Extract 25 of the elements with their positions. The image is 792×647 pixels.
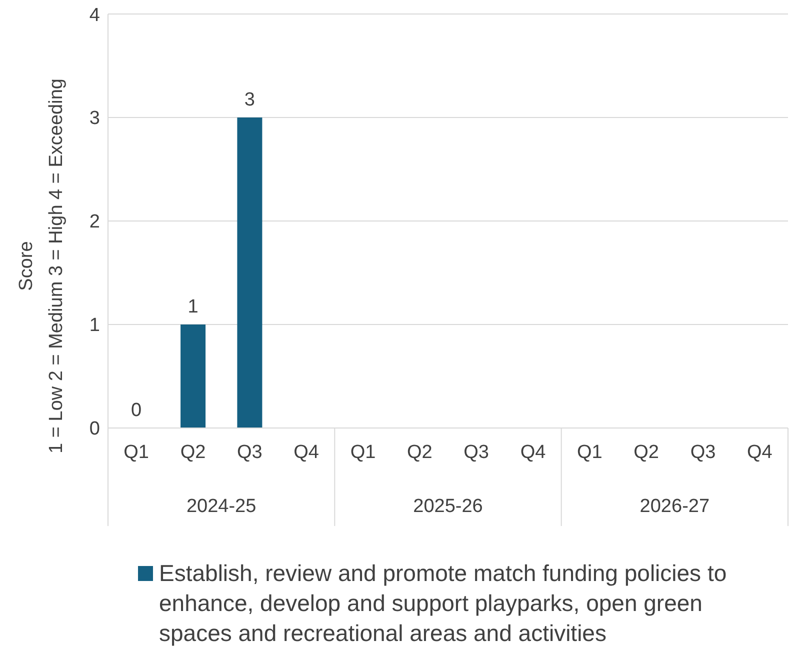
- x-tick-label: Q2: [406, 442, 432, 463]
- x-tick-label: Q3: [236, 442, 262, 463]
- text: 2024-25: [186, 496, 256, 517]
- data-label: 1: [188, 296, 198, 318]
- data-label: 0: [131, 400, 142, 421]
- legend-label: Establish, review and promote match funding policies to enhance, develop and support playparks, open green spaces and recreational areas and activities: [159, 559, 728, 647]
- y-tick-label: 1: [89, 315, 100, 336]
- y-axis-title: Score 1 = Low 2 = Medium 3 = High 4 = Exceeding: [16, 78, 67, 454]
- x-tick-label: Q3: [464, 442, 490, 463]
- x-tick-label: Q4: [294, 442, 320, 463]
- text: 2026-27: [640, 496, 710, 517]
- text: 2025-26: [413, 496, 483, 517]
- y-tick-label: 4: [89, 4, 100, 26]
- data-label: 3: [244, 90, 255, 110]
- x-tick-label: Q4: [746, 442, 773, 463]
- y-tick-label: 3: [89, 108, 100, 130]
- y-tick-label: 0: [89, 418, 100, 440]
- x-tick-label: Q3: [690, 442, 716, 463]
- x-tick-label: Q1: [576, 442, 602, 463]
- x-tick-label: Q1: [124, 442, 150, 463]
- x-tick-label: Q2: [634, 442, 660, 463]
- x-tick-label: Q1: [350, 442, 376, 463]
- x-tick-label: Q2: [180, 442, 206, 463]
- x-tick-label: Q4: [520, 442, 546, 463]
- y-tick-label: 2: [89, 212, 100, 233]
